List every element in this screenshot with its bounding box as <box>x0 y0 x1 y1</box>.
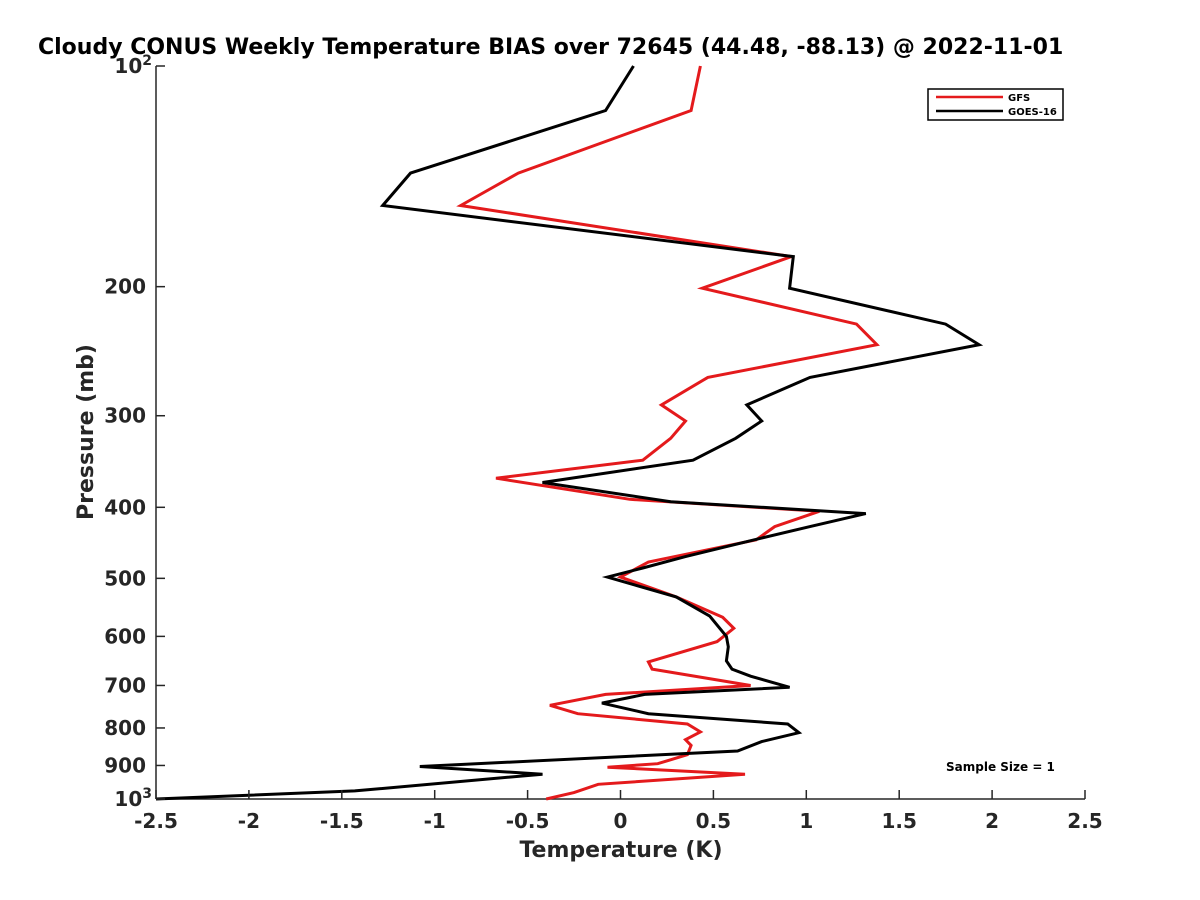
sample-size-annotation: Sample Size = 1 <box>946 760 1055 774</box>
x-tick-label: 1 <box>799 809 813 833</box>
y-axis-ticks: 102 200 300 400 500 600 700 800 900 103 <box>104 53 165 811</box>
x-tick-label: 0 <box>614 809 628 833</box>
y-tick-label: 600 <box>104 624 146 648</box>
chart-title: Cloudy CONUS Weekly Temperature BIAS ove… <box>38 35 1063 60</box>
y-tick-label: 102 <box>114 53 152 78</box>
x-tick-label: 2.5 <box>1067 809 1102 833</box>
y-tick-label: 103 <box>114 786 152 811</box>
y-tick-label: 700 <box>104 673 146 697</box>
x-tick-label: 1.5 <box>881 809 916 833</box>
y-tick-label: 500 <box>104 566 146 590</box>
x-tick-label: -2.5 <box>134 809 178 833</box>
data-series <box>155 65 984 801</box>
y-tick-label: 800 <box>104 716 146 740</box>
legend-label: GOES-16 <box>1008 107 1057 118</box>
x-tick-label: -1.5 <box>320 809 364 833</box>
x-axis-ticks: -2.5 -2 -1.5 -1 -0.5 0 0.5 1 1.5 2 2.5 <box>134 790 1103 833</box>
y-tick-label: 200 <box>104 275 146 299</box>
y-tick-label: 300 <box>104 404 146 428</box>
x-tick-label: -1 <box>424 809 446 833</box>
x-tick-label: -2 <box>238 809 260 833</box>
legend-box <box>927 88 1064 121</box>
series-line-gfs <box>456 65 880 801</box>
chart-legend: GFS GOES-16 <box>927 88 1064 121</box>
plot-axes <box>155 66 1085 800</box>
x-tick-label: 0.5 <box>696 809 731 833</box>
x-tick-label: -0.5 <box>506 809 550 833</box>
x-axis-title: Temperature (K) <box>519 838 722 863</box>
x-tick-label: 2 <box>985 809 999 833</box>
y-axis-title: Pressure (mb) <box>74 344 99 520</box>
y-tick-label: 400 <box>104 495 146 519</box>
y-tick-label: 900 <box>104 753 146 777</box>
series-line-goes-16 <box>155 65 984 801</box>
legend-label: GFS <box>1008 93 1030 104</box>
